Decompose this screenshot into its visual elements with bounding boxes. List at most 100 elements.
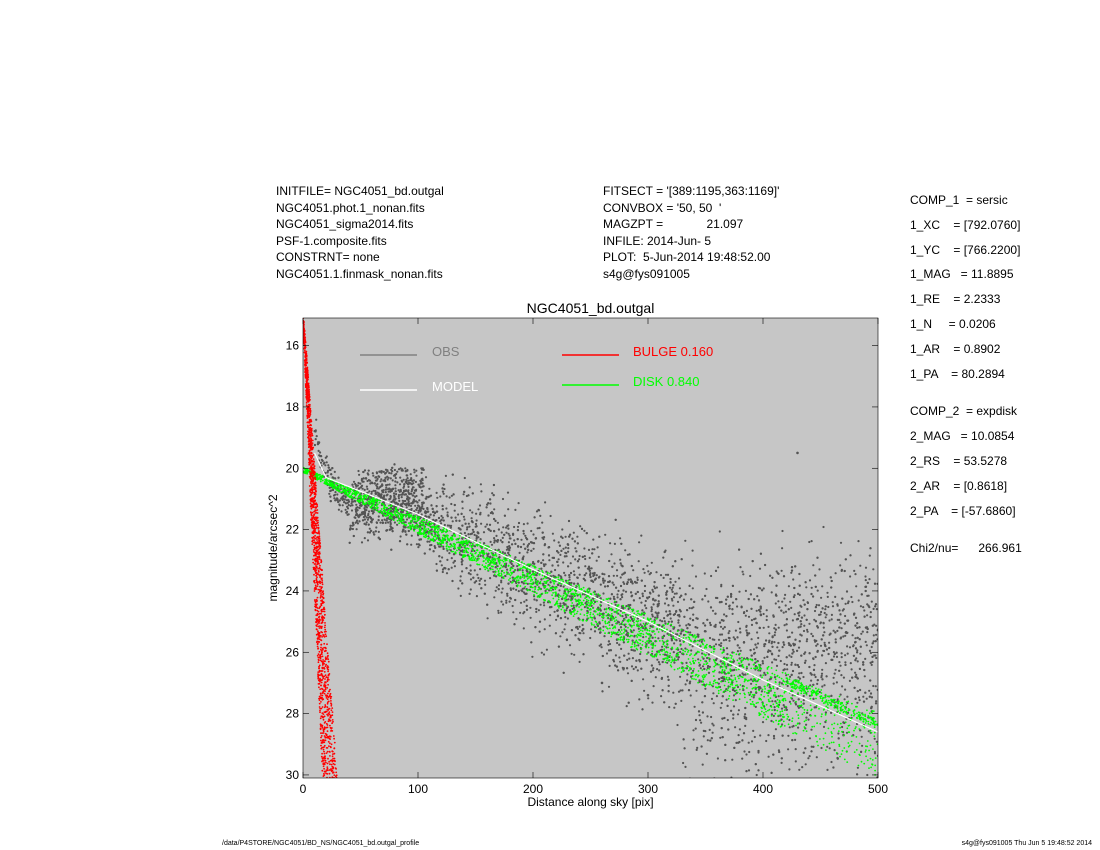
obs-point — [516, 529, 520, 532]
obs-point — [720, 642, 723, 645]
obs-point — [428, 495, 431, 498]
obs-point — [614, 518, 617, 521]
obs-point — [629, 624, 632, 627]
obs-point — [839, 664, 842, 667]
obs-point — [405, 533, 408, 536]
obs-point — [728, 637, 731, 640]
obs-point — [745, 667, 749, 670]
obs-point — [370, 521, 373, 524]
obs-point — [666, 675, 670, 678]
obs-point — [556, 550, 559, 553]
disk-point — [872, 748, 874, 750]
obs-point — [772, 753, 775, 756]
obs-point — [351, 504, 354, 507]
obs-point — [651, 588, 654, 592]
obs-point — [506, 491, 510, 494]
disk-point — [625, 638, 628, 641]
obs-point — [834, 668, 837, 671]
obs-point — [800, 634, 803, 637]
obs-point — [347, 503, 350, 507]
obs-point — [840, 652, 843, 655]
obs-point — [845, 590, 849, 593]
obs-point — [643, 604, 647, 607]
obs-point — [469, 578, 473, 581]
obs-point — [814, 655, 817, 659]
obs-point — [765, 618, 768, 622]
obs-point — [632, 599, 636, 602]
obs-point — [544, 501, 547, 504]
obs-point — [567, 565, 570, 568]
obs-point — [501, 497, 505, 501]
obs-point — [679, 610, 682, 613]
obs-point — [675, 592, 678, 595]
obs-point — [377, 530, 380, 534]
obs-point — [506, 545, 509, 549]
obs-point — [728, 604, 731, 607]
obs-point — [822, 525, 825, 529]
component-param: 1_YC = [766.2200] — [910, 242, 1021, 257]
disk-point — [725, 672, 728, 675]
obs-point — [512, 611, 515, 614]
obs-point — [686, 679, 689, 682]
obs-point — [654, 676, 657, 679]
obs-point — [358, 520, 361, 523]
obs-point — [667, 690, 670, 693]
obs-point — [749, 574, 752, 578]
disk-point — [746, 665, 748, 668]
obs-point — [384, 521, 387, 525]
obs-point — [506, 594, 509, 597]
obs-point — [617, 669, 620, 672]
obs-point — [564, 574, 567, 577]
obs-point — [753, 598, 756, 601]
obs-point — [374, 476, 377, 479]
obs-point — [762, 612, 765, 616]
obs-point — [866, 627, 869, 631]
obs-point — [624, 613, 627, 617]
obs-point — [847, 600, 850, 603]
obs-point — [876, 638, 878, 641]
obs-point — [621, 565, 624, 568]
obs-point — [667, 684, 670, 687]
obs-point — [835, 651, 838, 654]
obs-point — [414, 504, 417, 507]
obs-point — [469, 509, 472, 512]
obs-point — [687, 631, 690, 634]
obs-point — [479, 538, 482, 541]
obs-point — [482, 531, 486, 534]
obs-point — [578, 573, 581, 576]
obs-point — [517, 581, 520, 584]
obs-point — [802, 751, 805, 754]
component-param: 1_PA = 80.2894 — [910, 366, 1005, 381]
obs-point — [599, 609, 602, 612]
obs-point — [839, 613, 842, 616]
disk-point — [708, 668, 711, 670]
obs-point — [646, 564, 649, 567]
header-middle-line: s4g@fys091005 — [603, 266, 690, 281]
obs-point — [401, 499, 404, 502]
obs-point — [633, 649, 637, 652]
obs-point — [564, 551, 567, 554]
obs-point — [734, 699, 737, 702]
obs-point — [851, 600, 854, 604]
header-middle-line: PLOT: 5-Jun-2014 19:48:52.00 — [603, 250, 771, 265]
obs-point — [863, 609, 866, 612]
obs-point — [820, 746, 823, 750]
obs-point — [561, 528, 564, 531]
obs-point — [537, 560, 540, 563]
obs-point — [743, 657, 746, 660]
obs-point — [392, 474, 396, 477]
obs-point — [370, 492, 373, 495]
component-param: 1_XC = [792.0760] — [910, 217, 1021, 232]
obs-point — [523, 600, 526, 603]
obs-point — [524, 547, 527, 550]
obs-point — [551, 532, 555, 535]
obs-point — [477, 508, 480, 511]
obs-point — [354, 516, 357, 520]
obs-point — [710, 737, 713, 740]
disk-point — [825, 699, 828, 701]
obs-point — [594, 577, 597, 580]
obs-point — [731, 688, 735, 692]
obs-point — [577, 617, 580, 620]
obs-point — [601, 690, 604, 693]
obs-point — [763, 656, 766, 659]
